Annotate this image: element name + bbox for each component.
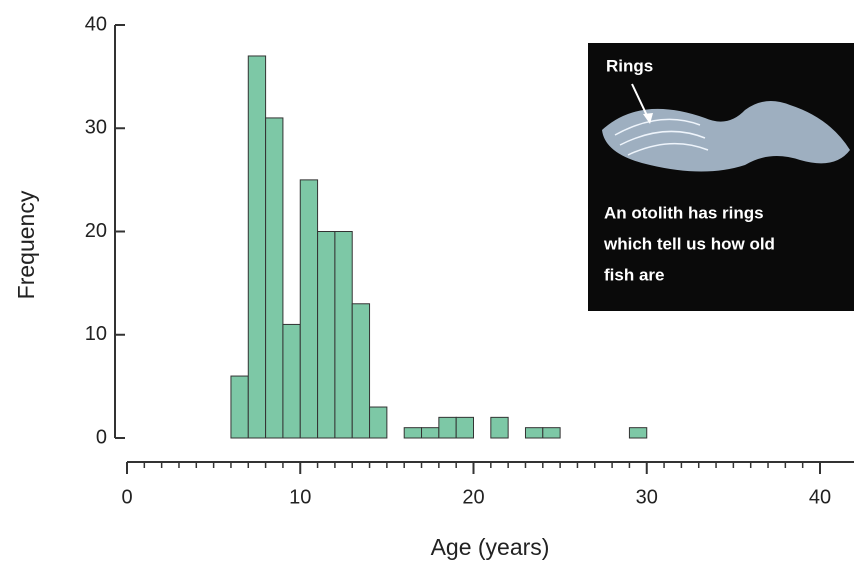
annotation-caption: which tell us how old [603, 234, 775, 253]
y-axis-label: Frequency [13, 190, 39, 299]
bar [300, 180, 317, 438]
bar [404, 428, 421, 438]
bar [525, 428, 542, 438]
x-tick-label: 40 [809, 486, 831, 508]
y-tick-label: 40 [85, 13, 107, 35]
annotation-label: Rings [606, 56, 653, 75]
bar [352, 304, 369, 438]
bar [439, 417, 456, 438]
y-tick-label: 0 [96, 426, 107, 448]
bar [283, 324, 300, 438]
inset-box: Rings An otolith has rings which tell us… [588, 43, 854, 311]
y-tick-label: 10 [85, 323, 107, 345]
bar [318, 232, 335, 439]
chart: Age (years) Frequency 0 10 20 30 40 0 10 20 30 40… [0, 0, 854, 564]
annotation-caption: An otolith has rings [604, 203, 764, 222]
x-tick-label: 20 [462, 486, 484, 508]
bar [629, 428, 646, 438]
y-tick-label: 20 [85, 220, 107, 242]
x-axis-label: Age (years) [431, 534, 550, 560]
x-tick-label: 0 [121, 486, 132, 508]
bar [422, 428, 439, 438]
annotation-caption: fish are [604, 265, 664, 284]
x-tick-label: 10 [289, 486, 311, 508]
bar [231, 376, 248, 438]
bar [543, 428, 560, 438]
bar [266, 118, 283, 438]
bar [248, 56, 265, 438]
bar [491, 417, 508, 438]
y-tick-label: 30 [85, 117, 107, 139]
bar [335, 232, 352, 439]
bar [456, 417, 473, 438]
x-tick-label: 30 [636, 486, 658, 508]
bar [370, 407, 387, 438]
